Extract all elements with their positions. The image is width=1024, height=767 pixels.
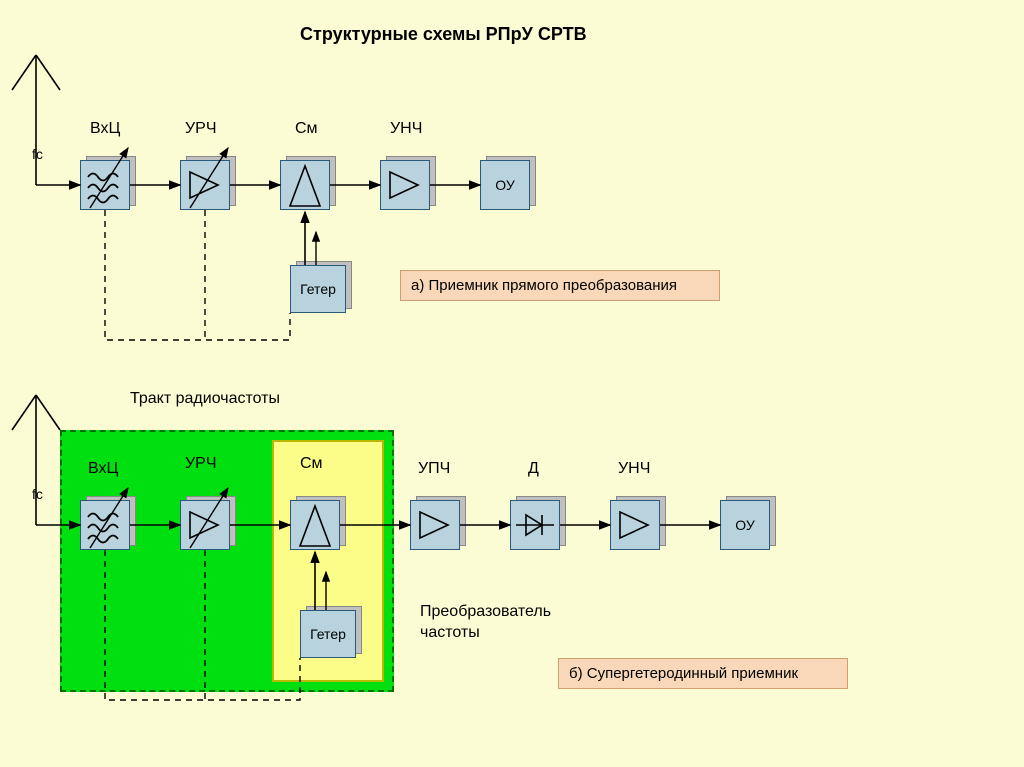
block-a-sm [280, 160, 330, 210]
section-label-b: Тракт радиочастоты [130, 390, 280, 408]
block-a-urch [180, 160, 230, 210]
caption-a: а) Приемник прямого преобразования [400, 270, 720, 301]
block-b-urch [180, 500, 230, 550]
block-b-d [510, 500, 560, 550]
label-b-urch: УРЧ [185, 455, 217, 473]
freq-conv-label: Преобразователь частоты [420, 602, 551, 644]
block-a-vhc [80, 160, 130, 210]
fc-label-a: fc [32, 146, 43, 162]
block-b-unch [610, 500, 660, 550]
block-a-heterodyne: Гетер [290, 265, 346, 313]
label-a-urch: УРЧ [185, 120, 217, 138]
block-b-vhc [80, 500, 130, 550]
block-b-upch [410, 500, 460, 550]
block-b-sm [290, 500, 340, 550]
fc-label-b: fc [32, 486, 43, 502]
block-a-ou: ОУ [480, 160, 530, 210]
label-a-vhc: ВхЦ [90, 120, 120, 138]
block-b-ou: ОУ [720, 500, 770, 550]
block-b-heterodyne: Гетер [300, 610, 356, 658]
label-b-sm: См [300, 455, 323, 473]
label-a-sm: См [295, 120, 318, 138]
label-a-unch: УНЧ [390, 120, 422, 138]
label-b-upch: УПЧ [418, 460, 450, 478]
label-b-d: Д [528, 460, 539, 478]
block-a-unch [380, 160, 430, 210]
label-b-vhc: ВхЦ [88, 460, 118, 478]
label-b-unch: УНЧ [618, 460, 650, 478]
caption-b: б) Супергетеродинный приемник [558, 658, 848, 689]
page-title: Структурные схемы РПрУ СРТВ [300, 24, 587, 45]
